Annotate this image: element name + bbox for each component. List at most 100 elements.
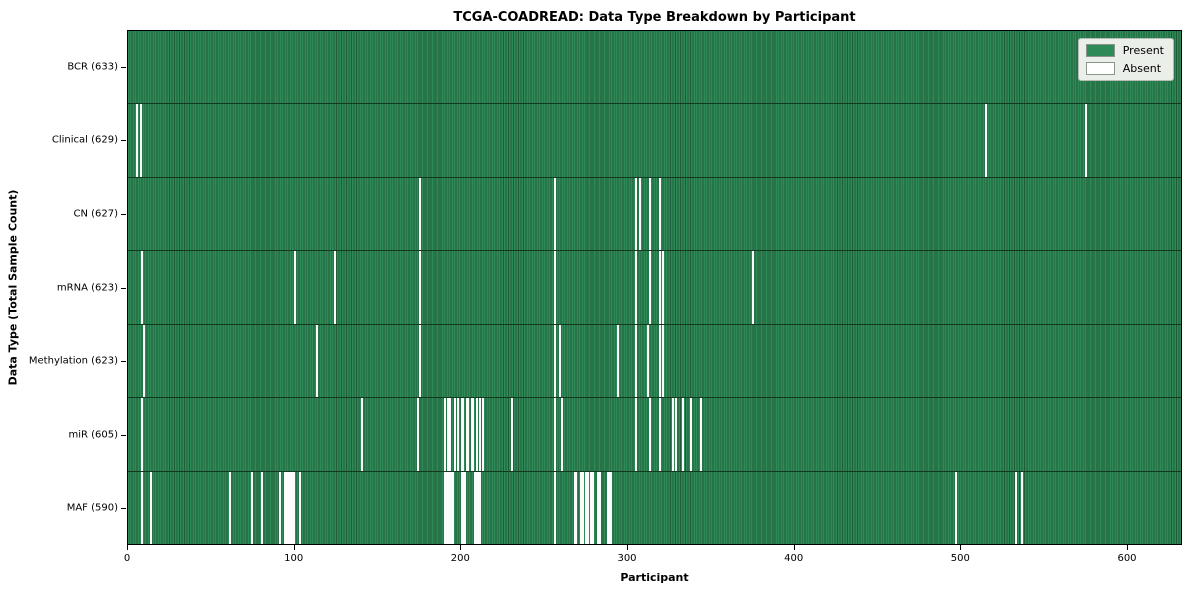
- absent-mark: [450, 471, 453, 544]
- absent-mark: [444, 398, 447, 471]
- absent-mark: [229, 471, 232, 544]
- absent-mark: [142, 324, 145, 398]
- row-Methylation: [128, 324, 1181, 399]
- legend-label: Present: [1122, 44, 1164, 57]
- absent-mark: [681, 398, 684, 471]
- absent-mark: [635, 177, 638, 251]
- absent-mark: [675, 398, 678, 471]
- absent-mark: [460, 471, 463, 544]
- xtick-mark: [460, 545, 462, 550]
- plot-area: [127, 30, 1182, 545]
- absent-mark: [635, 324, 638, 398]
- absent-mark: [582, 471, 585, 544]
- absent-mark: [315, 324, 318, 398]
- absent-mark: [462, 471, 465, 544]
- absent-mark: [284, 471, 287, 544]
- ytick-label-Methylation: Methylation (623): [28, 355, 118, 367]
- absent-mark: [597, 471, 600, 544]
- absent-mark: [474, 471, 476, 544]
- row-Clinical: [128, 104, 1181, 178]
- absent-mark: [590, 471, 593, 544]
- absent-mark: [553, 471, 556, 544]
- xtick-label-200: 200: [450, 553, 470, 564]
- ytick-label-Clinical: Clinical (629): [51, 134, 118, 146]
- absent-mark: [661, 251, 664, 324]
- row-BCR: [128, 31, 1181, 105]
- absent-mark: [648, 398, 651, 471]
- absent-mark: [462, 398, 465, 471]
- absent-mark: [553, 324, 556, 398]
- legend-swatch-icon: [1085, 62, 1115, 75]
- absent-mark: [648, 177, 651, 251]
- ytick-mark: [121, 213, 126, 215]
- absent-mark: [360, 398, 363, 471]
- ytick-mark: [121, 434, 126, 436]
- absent-mark: [598, 471, 601, 544]
- absent-mark: [607, 471, 610, 544]
- absent-mark: [452, 471, 455, 544]
- absent-mark: [279, 471, 282, 544]
- absent-mark: [141, 251, 144, 324]
- absent-mark: [984, 104, 987, 177]
- row-miR: [128, 398, 1181, 472]
- absent-mark: [449, 398, 452, 471]
- absent-mark: [444, 471, 447, 544]
- absent-mark: [457, 398, 460, 471]
- absent-mark: [292, 471, 295, 544]
- absent-mark: [751, 251, 754, 324]
- absent-mark: [610, 471, 613, 544]
- absent-mark: [658, 324, 661, 398]
- xtick-label-500: 500: [950, 553, 970, 564]
- ytick-label-MAF: MAF (590): [66, 502, 118, 514]
- absent-mark: [658, 398, 661, 471]
- absent-mark: [465, 398, 468, 471]
- absent-mark: [291, 471, 294, 544]
- ytick-label-BCR: BCR (633): [67, 61, 118, 73]
- legend-label: Absent: [1122, 62, 1162, 75]
- absent-mark: [587, 471, 590, 544]
- absent-mark: [294, 251, 297, 324]
- xtick-label-100: 100: [284, 553, 304, 564]
- absent-mark: [658, 251, 661, 324]
- absent-mark: [1084, 104, 1087, 177]
- absent-mark: [690, 398, 693, 471]
- absent-mark: [573, 471, 576, 544]
- absent-mark: [482, 398, 485, 471]
- xtick-mark: [293, 545, 295, 550]
- absent-mark: [139, 104, 142, 177]
- absent-mark: [608, 471, 611, 544]
- absent-mark: [141, 398, 144, 471]
- absent-mark: [261, 471, 264, 544]
- absent-mark: [136, 104, 139, 177]
- absent-mark: [1021, 471, 1024, 544]
- absent-mark: [477, 471, 480, 544]
- absent-mark: [954, 471, 957, 544]
- absent-mark: [287, 471, 290, 544]
- absent-mark: [447, 471, 450, 544]
- legend-swatch-icon: [1085, 44, 1115, 57]
- absent-mark: [454, 398, 457, 471]
- xtick-mark: [960, 545, 962, 550]
- absent-mark: [467, 398, 470, 471]
- absent-mark: [479, 471, 481, 544]
- absent-mark: [479, 398, 481, 471]
- absent-mark: [510, 398, 513, 471]
- absent-mark: [475, 398, 478, 471]
- row-CN: [128, 177, 1181, 252]
- absent-mark: [617, 324, 620, 398]
- absent-mark: [638, 177, 641, 251]
- absent-mark: [445, 471, 448, 544]
- legend-item-present: Present: [1085, 44, 1164, 57]
- absent-mark: [449, 471, 452, 544]
- ytick-mark: [121, 508, 126, 510]
- row-mRNA: [128, 251, 1181, 325]
- absent-mark: [658, 177, 661, 251]
- ytick-mark: [121, 361, 126, 363]
- chart-title: TCGA-COADREAD: Data Type Breakdown by Pa…: [453, 10, 856, 25]
- absent-mark: [553, 251, 556, 324]
- ytick-label-miR: miR (605): [68, 429, 118, 441]
- legend: Present Absent: [1077, 38, 1174, 81]
- absent-mark: [558, 324, 561, 398]
- ytick-label-CN: CN (627): [73, 208, 118, 220]
